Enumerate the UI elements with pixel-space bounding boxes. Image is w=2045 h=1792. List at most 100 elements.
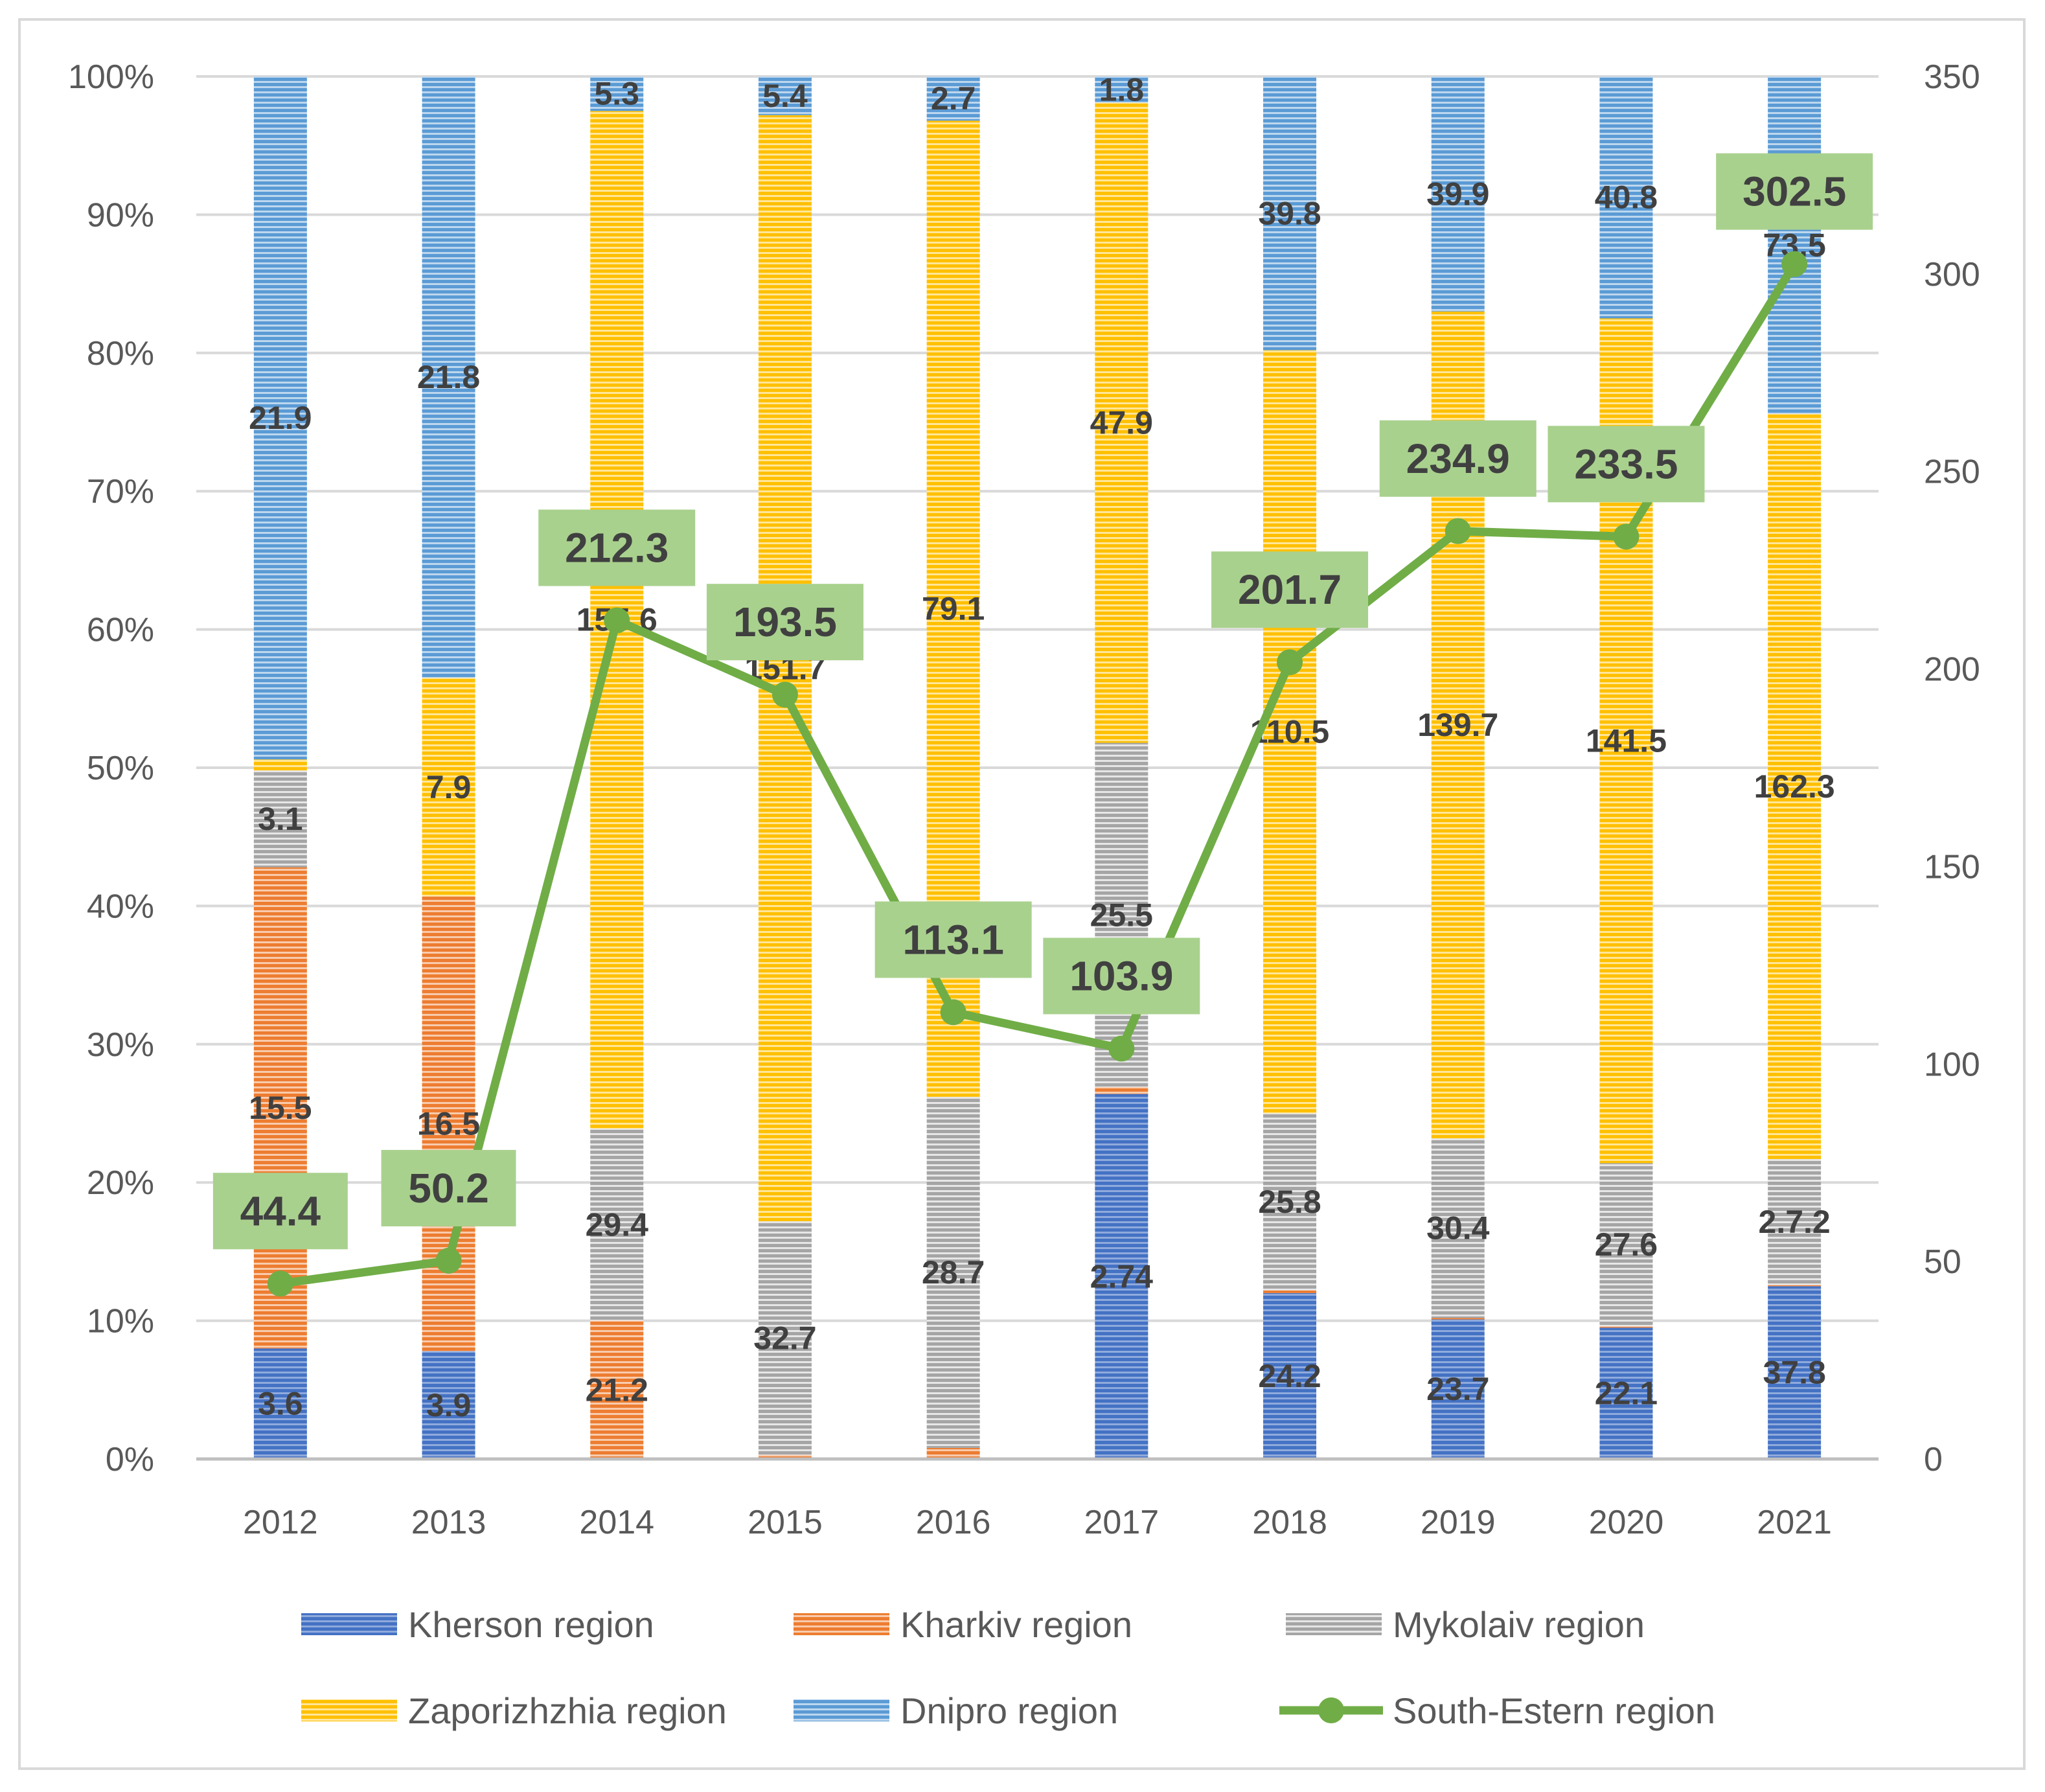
segment-labels: 3.615.53.121.93.916.57.921.821.229.4155.…	[249, 71, 1835, 1423]
line-point	[940, 999, 966, 1026]
data-label-mykolaiv-region: 32.7	[753, 1320, 816, 1356]
line-data-label: 44.4	[240, 1188, 321, 1234]
bar-segment-kherson-region	[1431, 1319, 1485, 1459]
line-point	[771, 682, 798, 708]
line-point	[1277, 649, 1303, 676]
data-label-zaporizhzhia-region: 139.7	[1417, 707, 1498, 743]
bar-segment-zaporizhzhia-region	[1768, 413, 1822, 1159]
legend-swatch-kharkiv-region	[794, 1613, 889, 1635]
bar-segment-mykolaiv-region	[1431, 1138, 1485, 1318]
legend-label-kherson-region: Kherson region	[408, 1604, 654, 1645]
line-data-label: 113.1	[902, 916, 1004, 963]
legend-line-marker	[1318, 1697, 1344, 1723]
left-tick-label: 0%	[106, 1441, 154, 1478]
data-label-zaporizhzhia-region: 7.9	[426, 769, 472, 805]
data-label-kherson-region: 3.6	[258, 1386, 303, 1422]
data-label-dnipro-region: 1.8	[1099, 71, 1145, 108]
left-tick-label: 20%	[87, 1164, 154, 1202]
line-data-label: 212.3	[565, 525, 668, 571]
x-tick-label: 2018	[1252, 1504, 1327, 1541]
bar-segment-kherson-region	[253, 1348, 307, 1459]
data-label-mykolaiv-region: 27.6	[1595, 1226, 1658, 1263]
line-data-label: 234.9	[1406, 435, 1510, 482]
right-tick-label: 150	[1924, 848, 1980, 886]
bar-segment-kharkiv-region	[590, 1320, 644, 1459]
x-tick-label: 2017	[1084, 1504, 1160, 1541]
bar-segment-zaporizhzhia-region	[758, 115, 812, 1221]
left-tick-label: 80%	[87, 335, 154, 373]
bar-segment-zaporizhzhia-region	[253, 759, 307, 771]
data-label-kherson-region: 37.8	[1763, 1355, 1825, 1391]
bar-segment-mykolaiv-region	[253, 770, 307, 867]
line-label-box	[212, 1173, 348, 1250]
line-data-label: 103.9	[1069, 953, 1173, 1000]
line-point	[1108, 1035, 1135, 1062]
x-axis: 2012 2013 2014 2015 2016 2017 2018 2019 2020 2021	[243, 1504, 1832, 1541]
line-data-label: 233.5	[1574, 441, 1678, 487]
data-label-kherson-region: 3.9	[426, 1387, 472, 1423]
line-labels: 44.4 50.2 212.3 193.5 113.1 103.9 201.7 234.9 23…	[212, 153, 1873, 1250]
right-tick-label: 350	[1924, 58, 1980, 96]
data-label-mykolaiv-region: 30.4	[1426, 1210, 1490, 1246]
data-label-mykolaiv-region: 25.8	[1258, 1184, 1321, 1220]
data-label-zaporizhzhia-region: 79.1	[922, 591, 985, 627]
bar-segment-kharkiv-region	[758, 1454, 812, 1459]
data-label-zaporizhzhia-region: 141.5	[1586, 722, 1667, 759]
data-label-dnipro-region: 2.7	[931, 80, 976, 117]
data-label-mykolaiv-region: 29.4	[586, 1206, 649, 1243]
right-tick-label: 200	[1924, 651, 1980, 689]
x-tick-label: 2012	[243, 1504, 318, 1541]
bar-segment-zaporizhzhia-region	[1095, 102, 1148, 743]
bar-segment-zaporizhzhia-region	[1263, 350, 1317, 1114]
data-label-zaporizhzhia-region: 162.3	[1754, 768, 1835, 805]
bar-segment-mykolaiv-region	[1768, 1158, 1822, 1285]
data-label-kherson-region: 23.7	[1426, 1371, 1489, 1407]
left-tick-label: 10%	[87, 1303, 154, 1340]
data-label-dnipro-region: 21.9	[249, 400, 312, 436]
data-label-dnipro-region: 21.8	[417, 359, 480, 395]
line-label-box	[1211, 551, 1369, 628]
line-label-box	[1043, 937, 1200, 1015]
bar-segment-mykolaiv-region	[1095, 742, 1148, 1087]
data-label-dnipro-region: 40.8	[1595, 179, 1658, 216]
line-point	[1613, 523, 1639, 550]
bar-segment-kharkiv-region	[1431, 1318, 1485, 1320]
legend-label-dnipro-region: Dnipro region	[900, 1690, 1118, 1731]
left-tick-label: 90%	[87, 196, 154, 234]
bar-segment-dnipro-region	[422, 76, 475, 678]
bar-segment-mykolaiv-region	[926, 1096, 980, 1448]
bar-segment-kharkiv-region	[1095, 1086, 1148, 1094]
line-data-label: 201.7	[1238, 566, 1342, 613]
bar-segment-mykolaiv-region	[1263, 1113, 1317, 1291]
right-tick-label: 0	[1924, 1441, 1943, 1478]
bar-segment-dnipro-region	[1263, 76, 1317, 350]
line-label-box	[706, 584, 863, 661]
x-tick-label: 2013	[411, 1504, 486, 1541]
left-tick-label: 50%	[87, 750, 154, 787]
left-axis: 0% 10% 20% 30% 40% 50% 60% 70% 80% 90% 100%	[68, 58, 154, 1478]
bar-segment-dnipro-region	[1095, 76, 1148, 103]
line-point	[435, 1247, 462, 1274]
line-data-label: 302.5	[1742, 168, 1846, 215]
legend-label-mykolaiv-region: Mykolaiv region	[1393, 1604, 1645, 1645]
bar-segment-kharkiv-region	[253, 867, 307, 1349]
right-tick-label: 100	[1924, 1046, 1980, 1083]
data-label-kherson-region: 22.1	[1595, 1375, 1658, 1412]
bar-segment-kharkiv-region	[422, 896, 475, 1351]
line-path	[276, 260, 1799, 1288]
line-point	[604, 607, 630, 634]
right-tick-label: 300	[1924, 256, 1980, 293]
data-label-dnipro-region: 5.3	[594, 76, 639, 112]
legend-label-zaporizhzhia-region: Zaporizhzhia region	[408, 1690, 727, 1731]
bar-segment-kherson-region	[1263, 1292, 1317, 1459]
x-tick-label: 2016	[916, 1504, 991, 1541]
bar-segment-kherson-region	[422, 1351, 475, 1459]
bar-segment-zaporizhzhia-region	[422, 678, 475, 897]
bar-segment-dnipro-region	[1599, 76, 1653, 319]
line-point	[1781, 251, 1808, 277]
bar-segment-mykolaiv-region	[758, 1221, 812, 1455]
bar-segment-dnipro-region	[590, 76, 644, 111]
legend: Kherson region Kharkiv region Mykolaiv reg…	[301, 1604, 1715, 1731]
data-label-kharkiv-region: 21.2	[586, 1372, 648, 1408]
line-data-label: 50.2	[408, 1165, 489, 1212]
